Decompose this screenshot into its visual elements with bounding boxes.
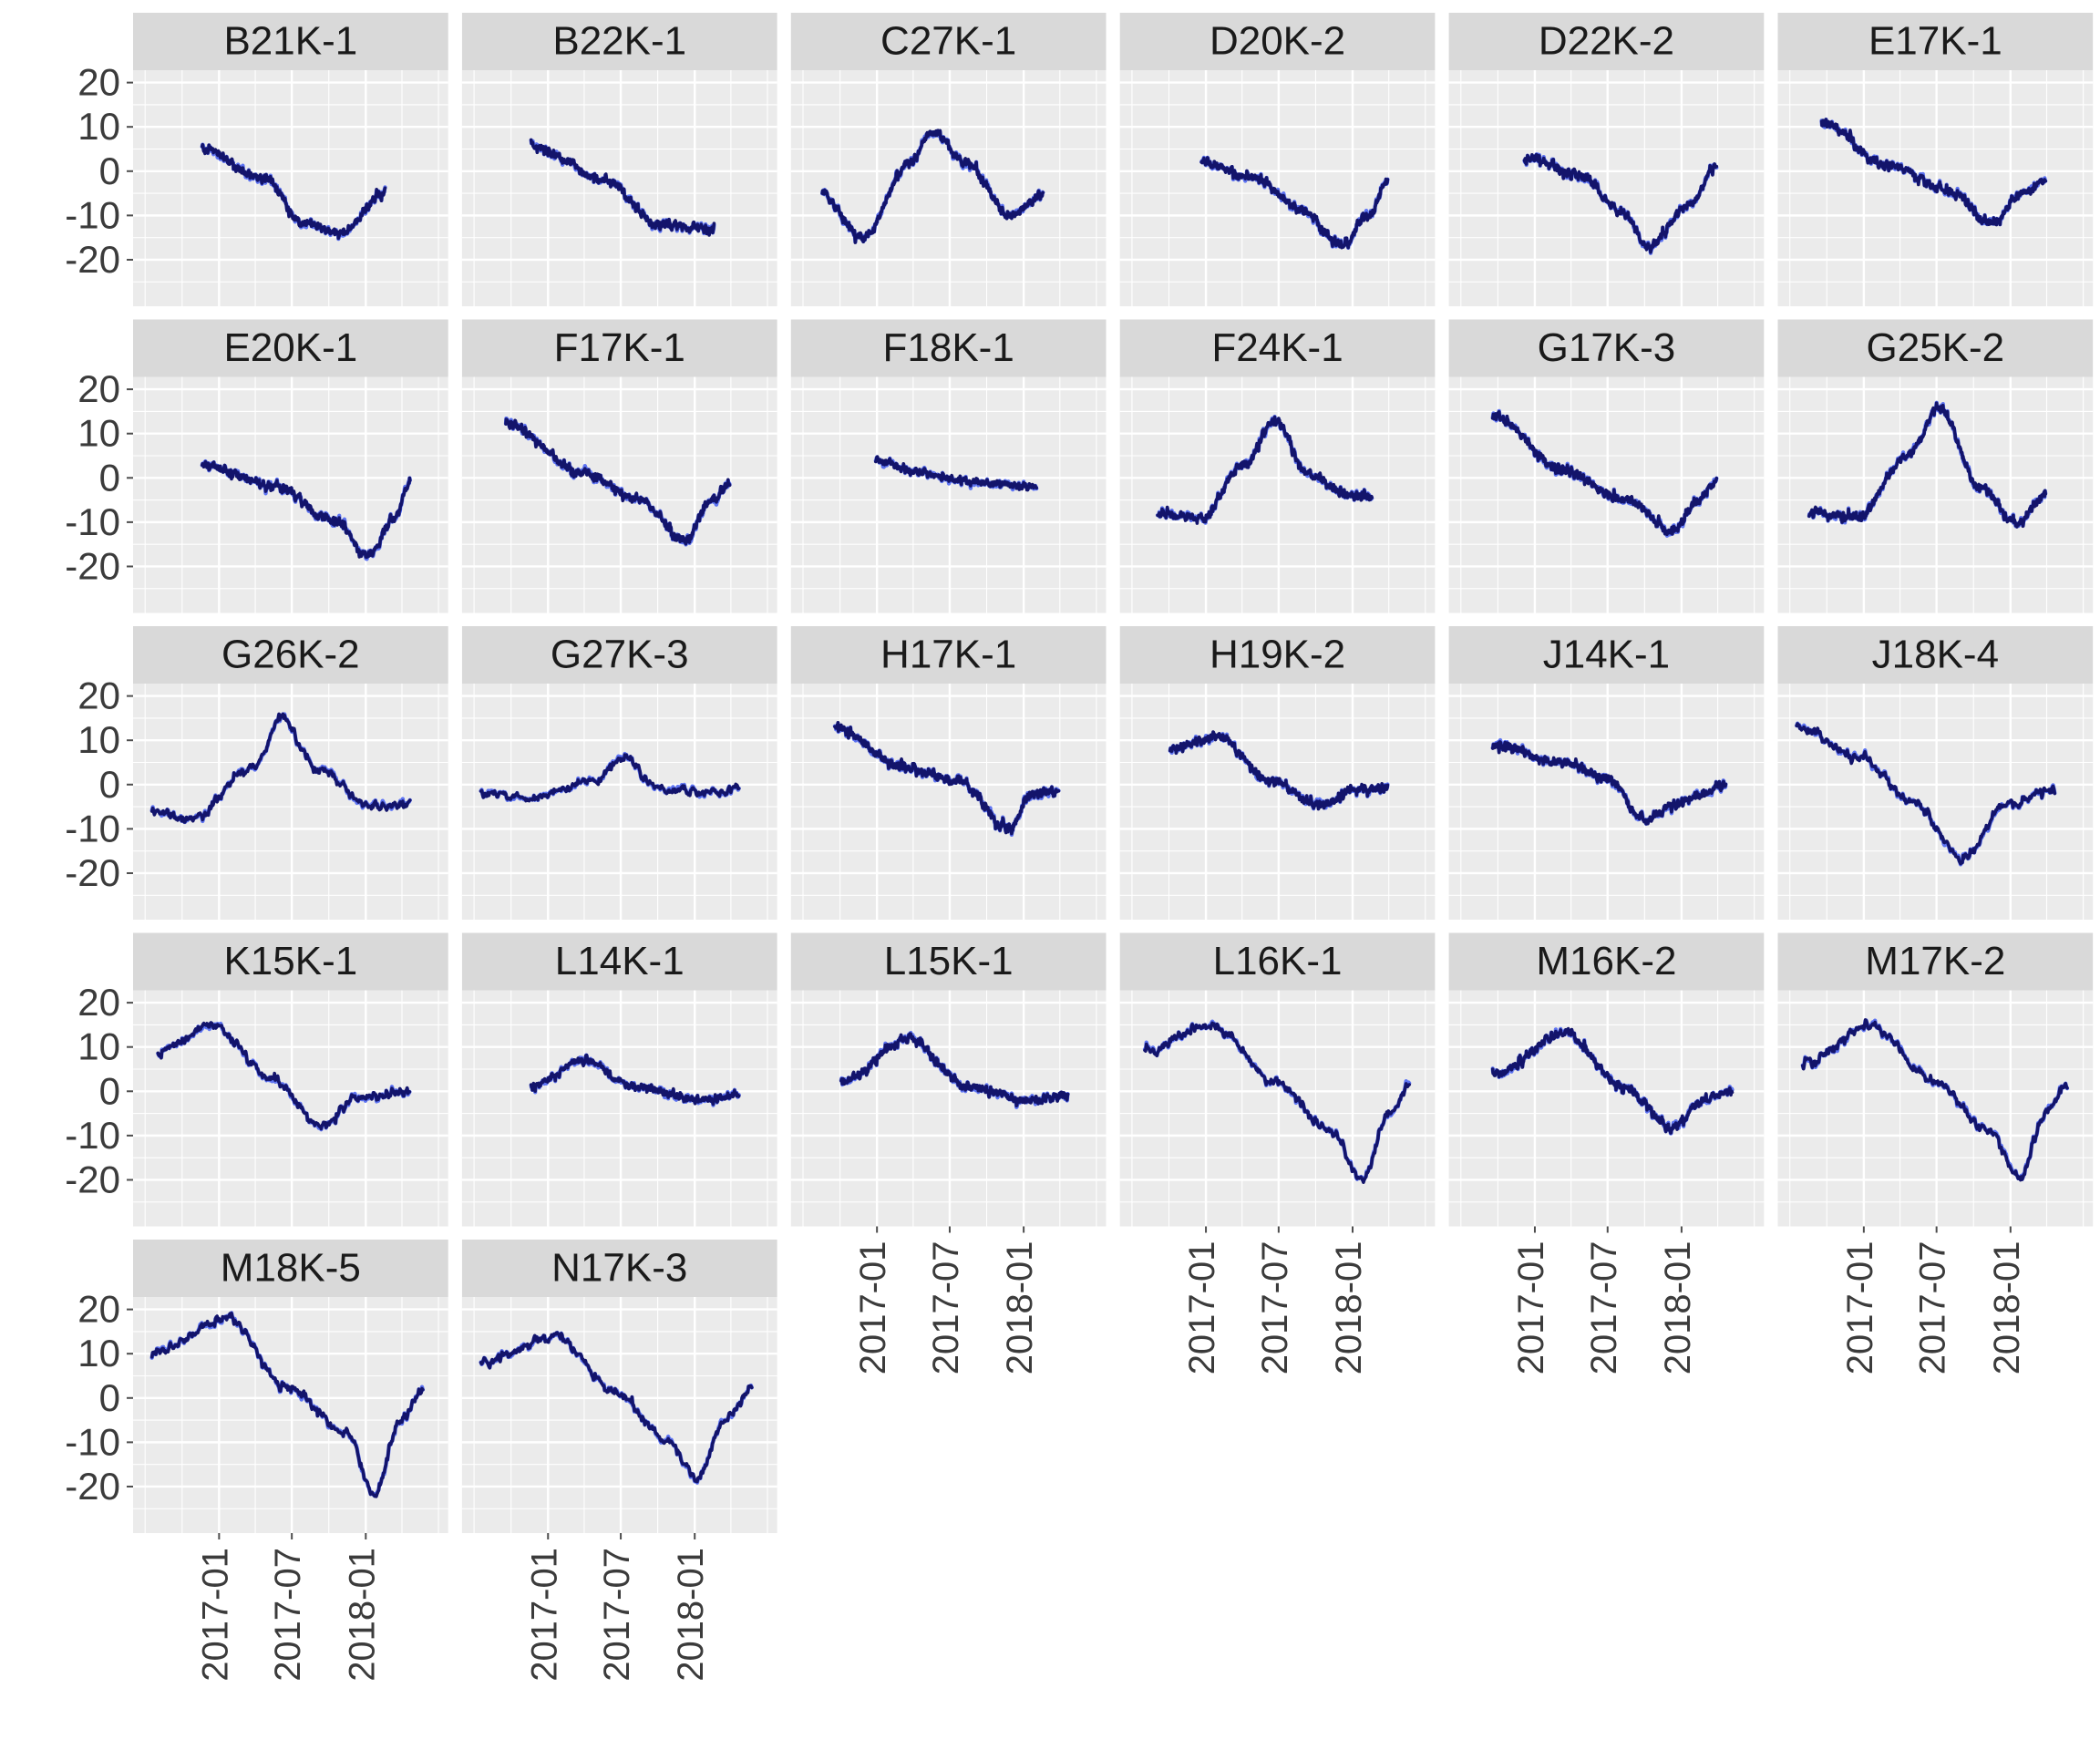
svg-text:B21K-1: B21K-1 — [223, 19, 357, 64]
svg-text:2017-07: 2017-07 — [597, 1548, 637, 1682]
svg-text:0: 0 — [99, 1376, 120, 1419]
svg-text:G26K-2: G26K-2 — [221, 633, 360, 677]
svg-text:K15K-1: K15K-1 — [223, 939, 357, 983]
svg-text:E20K-1: E20K-1 — [223, 325, 357, 370]
svg-text:J18K-4: J18K-4 — [1872, 633, 1999, 677]
svg-text:10: 10 — [77, 412, 120, 455]
svg-text:0: 0 — [99, 763, 120, 806]
svg-text:0: 0 — [99, 1069, 120, 1112]
svg-text:0: 0 — [99, 149, 120, 192]
svg-text:J14K-1: J14K-1 — [1543, 633, 1670, 677]
svg-text:-20: -20 — [65, 238, 120, 281]
svg-text:H17K-1: H17K-1 — [880, 633, 1016, 677]
svg-text:10: 10 — [77, 718, 120, 761]
svg-text:20: 20 — [77, 981, 120, 1024]
svg-text:L15K-1: L15K-1 — [884, 939, 1014, 983]
svg-text:-20: -20 — [65, 1465, 120, 1508]
svg-text:10: 10 — [77, 1332, 120, 1374]
svg-text:2018-01: 2018-01 — [1658, 1241, 1698, 1375]
svg-text:10: 10 — [77, 105, 120, 148]
svg-text:2018-01: 2018-01 — [1000, 1241, 1040, 1375]
svg-text:2017-01: 2017-01 — [524, 1548, 564, 1682]
svg-text:2018-01: 2018-01 — [342, 1548, 382, 1682]
svg-text:M17K-2: M17K-2 — [1865, 939, 2005, 983]
svg-text:M18K-5: M18K-5 — [221, 1246, 361, 1291]
svg-text:G17K-3: G17K-3 — [1538, 325, 1676, 370]
svg-text:2017-07: 2017-07 — [926, 1241, 966, 1375]
svg-text:N17K-3: N17K-3 — [551, 1246, 687, 1291]
svg-text:2017-01: 2017-01 — [195, 1548, 235, 1682]
svg-text:-20: -20 — [65, 1158, 120, 1200]
svg-text:E17K-1: E17K-1 — [1868, 19, 2002, 64]
svg-text:20: 20 — [77, 367, 120, 410]
svg-text:F18K-1: F18K-1 — [883, 325, 1014, 370]
svg-text:-10: -10 — [65, 1420, 120, 1463]
svg-text:-10: -10 — [65, 807, 120, 849]
svg-text:L16K-1: L16K-1 — [1213, 939, 1343, 983]
svg-text:D22K-2: D22K-2 — [1539, 19, 1674, 64]
svg-text:2017-07: 2017-07 — [1255, 1241, 1295, 1375]
svg-text:-10: -10 — [65, 193, 120, 236]
svg-text:2017-01: 2017-01 — [1511, 1241, 1551, 1375]
svg-text:2018-01: 2018-01 — [1329, 1241, 1369, 1375]
svg-text:G27K-3: G27K-3 — [551, 633, 689, 677]
svg-text:20: 20 — [77, 1288, 120, 1331]
svg-text:-20: -20 — [65, 851, 120, 894]
svg-text:2017-07: 2017-07 — [1913, 1241, 1953, 1375]
svg-text:2017-07: 2017-07 — [1584, 1241, 1624, 1375]
svg-text:2018-01: 2018-01 — [671, 1548, 711, 1682]
svg-text:H19K-2: H19K-2 — [1210, 633, 1345, 677]
svg-text:2017-01: 2017-01 — [853, 1241, 893, 1375]
svg-text:-10: -10 — [65, 500, 120, 543]
svg-text:-20: -20 — [65, 544, 120, 587]
svg-text:-10: -10 — [65, 1114, 120, 1157]
svg-text:G25K-2: G25K-2 — [1867, 325, 2005, 370]
svg-text:2018-01: 2018-01 — [1987, 1241, 2027, 1375]
svg-text:20: 20 — [77, 61, 120, 104]
svg-text:L14K-1: L14K-1 — [555, 939, 685, 983]
svg-text:2017-01: 2017-01 — [1182, 1241, 1222, 1375]
svg-text:2017-01: 2017-01 — [1840, 1241, 1880, 1375]
svg-text:0: 0 — [99, 456, 120, 499]
svg-text:F24K-1: F24K-1 — [1211, 325, 1343, 370]
svg-text:M16K-2: M16K-2 — [1536, 939, 1676, 983]
svg-text:10: 10 — [77, 1025, 120, 1068]
svg-text:B22K-1: B22K-1 — [552, 19, 686, 64]
svg-text:D20K-2: D20K-2 — [1210, 19, 1345, 64]
svg-text:20: 20 — [77, 674, 120, 717]
svg-text:2017-07: 2017-07 — [268, 1548, 308, 1682]
svg-text:C27K-1: C27K-1 — [880, 19, 1016, 64]
svg-text:F17K-1: F17K-1 — [554, 325, 685, 370]
